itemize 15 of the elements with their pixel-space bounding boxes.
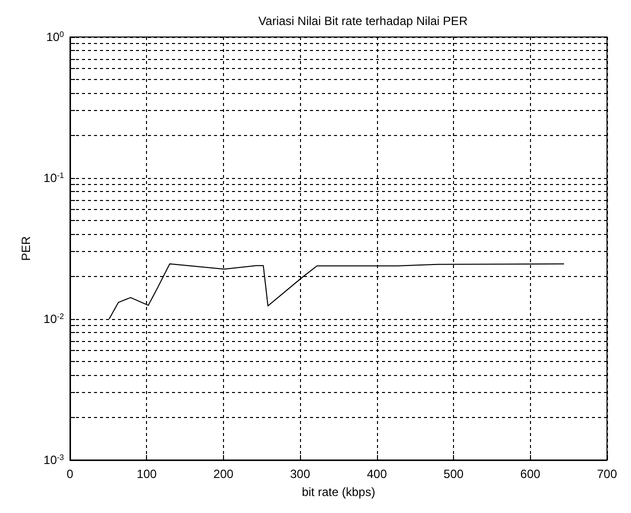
x-tick-label: 0 (66, 467, 74, 481)
y-axis-title: PER (19, 236, 33, 261)
x-tick-label: 600 (520, 467, 541, 481)
y-tick-label: 10$^{-2}$ (44, 312, 65, 326)
x-tick-label: 400 (366, 467, 388, 481)
y-tick-label: 10$^{0}$ (46, 30, 65, 44)
x-axis-title: bit rate (kbps) (302, 485, 376, 499)
y-tick-label: 10$^{-3}$ (44, 452, 65, 467)
x-tick-label: 500 (444, 467, 464, 481)
chart-title: Variasi Nilai Bit rate terhadap Nilai PER (258, 14, 468, 28)
x-tick-label: 700 (596, 467, 618, 481)
x-tick-label: 200 (213, 467, 234, 481)
x-tick-label: 300 (290, 467, 310, 481)
y-tick-label: 10$^{-1}$ (44, 170, 65, 185)
x-tick-label: 100 (136, 467, 158, 481)
